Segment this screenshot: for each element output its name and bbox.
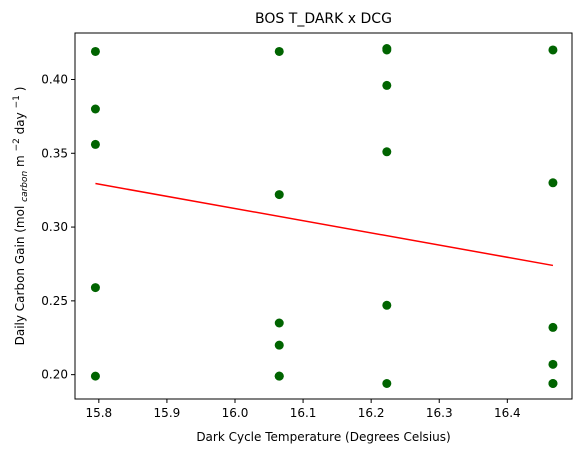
trend-line (95, 182, 554, 267)
data-point (382, 43, 392, 53)
data-point (382, 379, 392, 389)
data-point (548, 359, 558, 369)
y-tick-label: 0.35 (41, 146, 68, 160)
data-point (274, 190, 284, 200)
x-axis-label: Dark Cycle Temperature (Degrees Celsius) (196, 430, 450, 444)
x-tick-label: 16.3 (426, 406, 453, 420)
data-point (274, 371, 284, 381)
data-point (548, 379, 558, 389)
y-tick-label: 0.20 (41, 368, 68, 382)
plot-layer: 15.8 15.9 16.0 16.1 16.2 16.3 16.4 0.20 0.25 0.30… (41, 32, 573, 420)
data-point (382, 80, 392, 90)
data-point (548, 45, 558, 55)
y-axis-label: Daily Carbon Gain (mol carbon m −2 day −… (8, 87, 30, 346)
data-point (548, 322, 558, 332)
y-axis-label-carbon-subscript: carbon (20, 170, 30, 201)
x-tick-label: 15.9 (154, 406, 181, 420)
data-point (90, 139, 100, 149)
data-point (274, 46, 284, 56)
data-point (382, 300, 392, 310)
data-point (382, 147, 392, 157)
data-point (90, 283, 100, 293)
y-tick-label: 0.40 (41, 72, 68, 86)
x-tick-label: 15.8 (85, 406, 112, 420)
y-tick-label: 0.30 (41, 220, 68, 234)
y-axis-label-day: day (13, 112, 27, 134)
data-point (90, 371, 100, 381)
y-axis-label-suffix: ) (13, 87, 27, 92)
x-tick-label: 16.1 (290, 406, 317, 420)
y-tick-label: 0.25 (41, 294, 68, 308)
y-axis-label-day-exponent: −1 (12, 95, 22, 108)
x-tick-label: 16.4 (494, 406, 521, 420)
plot-frame (74, 32, 573, 400)
data-point (90, 104, 100, 114)
data-point (274, 318, 284, 328)
y-axis-label-m-exponent: −2 (12, 138, 22, 151)
data-point (90, 46, 100, 56)
x-tick-label: 16.0 (222, 406, 249, 420)
data-point (548, 178, 558, 188)
chart-title: BOS T_DARK x DCG (255, 11, 392, 27)
data-point (274, 340, 284, 350)
y-axis-label-prefix: Daily Carbon Gain (mol (13, 206, 27, 346)
x-tick-label: 16.2 (358, 406, 385, 420)
y-axis-label-middle: m (13, 155, 27, 167)
